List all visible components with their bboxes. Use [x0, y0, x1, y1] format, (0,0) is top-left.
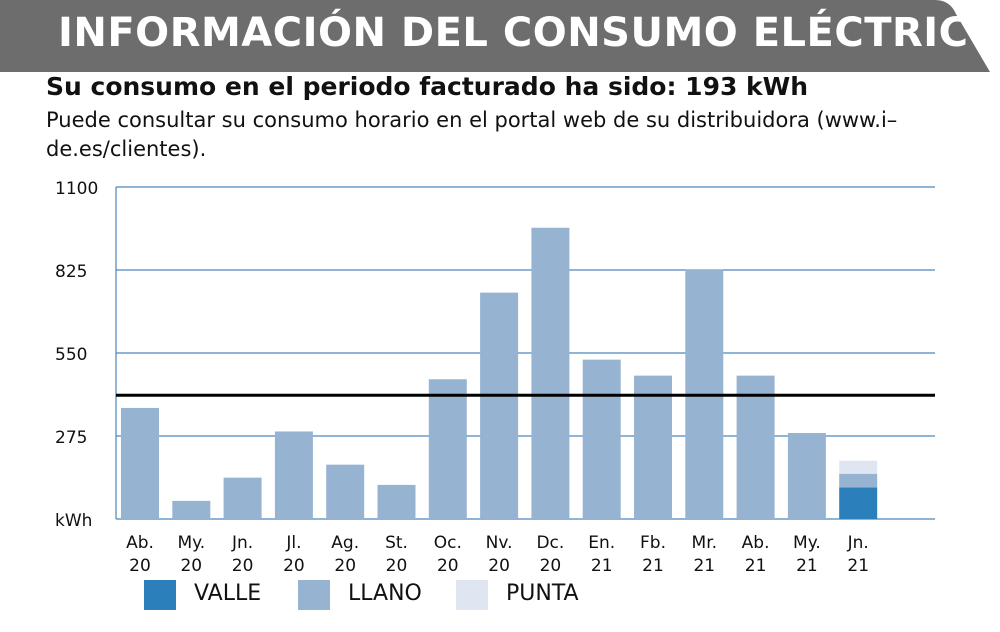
bar-punta — [839, 460, 878, 474]
x-tick-label: St. — [385, 533, 408, 553]
x-tick-label: My. — [177, 533, 205, 553]
bar-llano — [377, 484, 416, 519]
consumption-subtext: Puede consultar su consumo horario en el… — [46, 108, 898, 161]
bar-llano — [736, 375, 775, 519]
bar-llano — [634, 375, 672, 519]
consumption-headline: Su consumo en el periodo facturado ha si… — [46, 72, 809, 101]
legend-label: LLANO — [348, 581, 422, 606]
x-tick-label-year: 20 — [437, 556, 459, 576]
x-tick-label: My. — [793, 533, 821, 553]
x-tick-label-year: 20 — [488, 556, 510, 576]
legend-label: PUNTA — [506, 581, 579, 606]
bar-llano — [839, 473, 878, 488]
header-banner: INFORMACIÓN DEL CONSUMO ELÉCTRICO — [0, 0, 1000, 72]
x-tick-label-year: 21 — [642, 556, 664, 576]
x-tick-label-year: 21 — [693, 556, 715, 576]
y-tick-label: kWh — [55, 511, 92, 531]
x-tick-label: Mr. — [692, 533, 718, 553]
bar-llano — [531, 227, 570, 519]
page-title: INFORMACIÓN DEL CONSUMO ELÉCTRICO — [58, 10, 1000, 56]
y-tick-label: 275 — [55, 428, 87, 448]
x-tick-label: Jn. — [847, 533, 869, 553]
x-tick-label: Ab. — [126, 533, 154, 553]
bar-valle — [839, 487, 878, 519]
bar-llano — [428, 379, 467, 519]
bar-llano — [121, 407, 159, 519]
x-tick-label-year: 20 — [540, 556, 562, 576]
x-tick-label-year: 21 — [591, 556, 613, 576]
legend-swatch — [456, 580, 488, 610]
x-tick-label-year: 20 — [180, 556, 202, 576]
banner-background — [0, 0, 990, 72]
bar-llano — [274, 431, 313, 519]
x-tick-label: Fb. — [640, 533, 666, 553]
bar-llano — [582, 359, 621, 519]
x-tick-label: Ag. — [331, 533, 359, 553]
x-tick-label: Dc. — [536, 533, 564, 553]
x-tick-label: Jn. — [231, 533, 253, 553]
x-tick-label-year: 21 — [796, 556, 818, 576]
x-tick-label: Oc. — [434, 533, 462, 553]
x-tick-label-year: 20 — [232, 556, 254, 576]
bar-llano — [172, 500, 211, 519]
x-tick-label-year: 21 — [847, 556, 869, 576]
y-tick-label: 825 — [55, 262, 87, 282]
y-tick-label: 550 — [55, 345, 87, 365]
x-tick-label-year: 20 — [386, 556, 408, 576]
y-tick-label: 1100 — [55, 179, 98, 199]
consumption-chart: kWh 275 550 825 1100 Ab. 20 My. 20 Jn. 20 Jl. 20 Ag. 2… — [55, 179, 935, 576]
x-tick-label: Nv. — [486, 533, 513, 553]
bar-llano — [223, 477, 262, 519]
x-tick-label-year: 20 — [129, 556, 151, 576]
x-tick-label: Ab. — [742, 533, 770, 553]
x-tick-label: En. — [588, 533, 615, 553]
bar-llano — [480, 292, 519, 519]
bar-llano — [787, 432, 826, 519]
bar-llano — [326, 464, 365, 519]
x-tick-label-year: 20 — [283, 556, 305, 576]
legend-label: VALLE — [194, 581, 262, 606]
x-tick-label-year: 20 — [334, 556, 356, 576]
legend-swatch — [298, 580, 330, 610]
x-tick-label: Jl. — [285, 533, 301, 553]
legend-swatch — [144, 580, 176, 610]
x-tick-label-year: 21 — [745, 556, 767, 576]
